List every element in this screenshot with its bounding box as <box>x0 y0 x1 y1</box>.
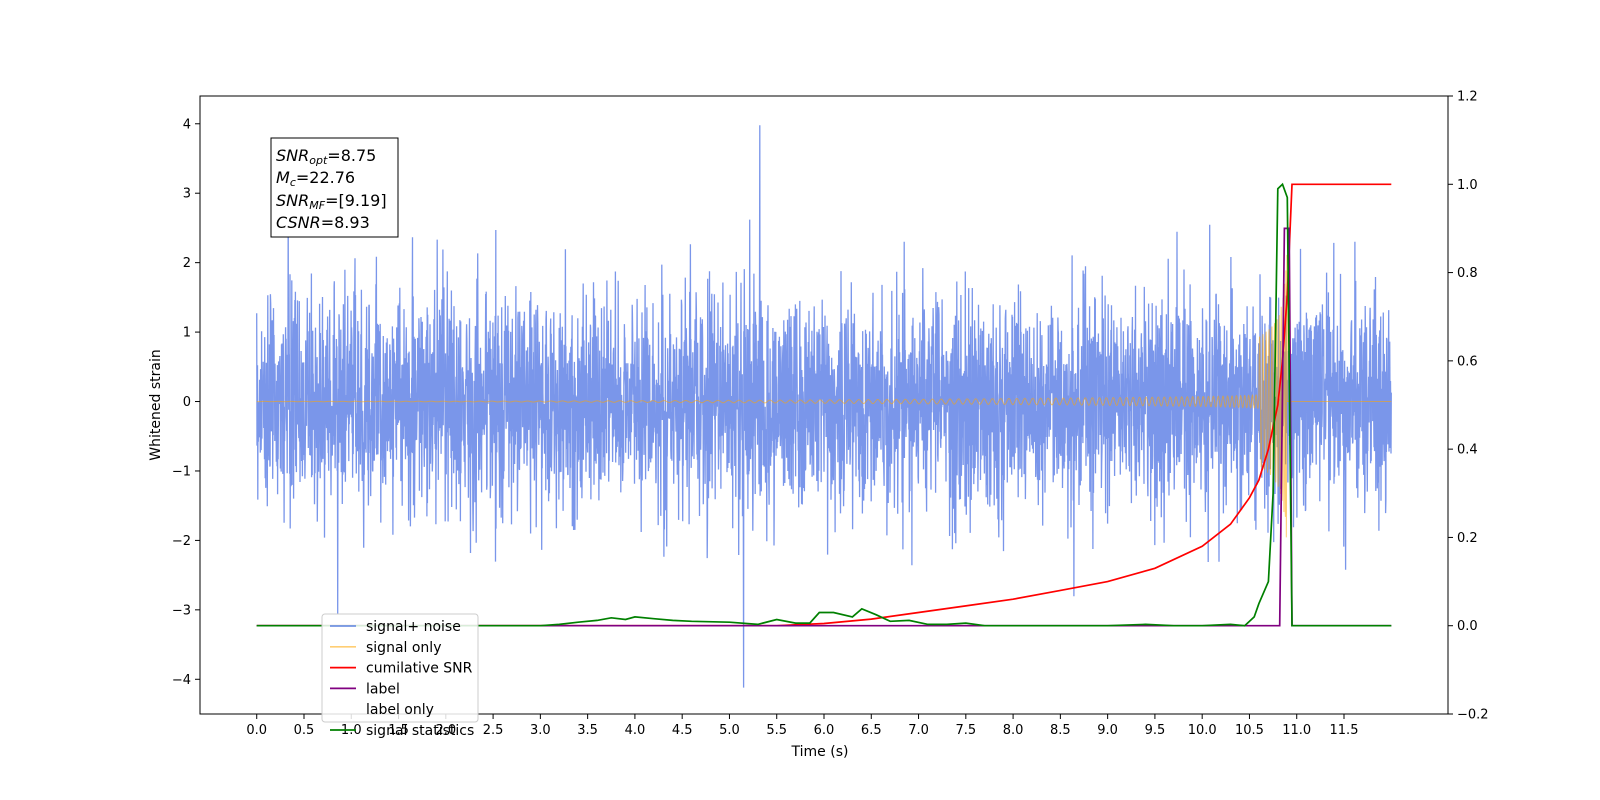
x-tick-label: 0.5 <box>294 723 315 738</box>
y-tick-label: 3 <box>183 187 191 202</box>
y-tick-label: 1 <box>183 326 191 341</box>
x-tick-label: 4.0 <box>625 723 646 738</box>
right-axis-series-layer <box>256 182 1392 627</box>
x-tick-label: 9.0 <box>1097 723 1118 738</box>
y-tick-label: 2 <box>183 256 191 271</box>
signal-noise-line <box>256 125 1392 688</box>
x-tick-label: 10.0 <box>1188 723 1217 738</box>
x-tick-label: 6.0 <box>814 723 835 738</box>
x-tick-label: 0.0 <box>246 723 267 738</box>
x-tick-label: 1.5 <box>388 723 409 738</box>
signal-only-layer <box>256 254 1392 538</box>
info-box: SNRopt=8.75 Mc=22.76 SNRMF=[9.19] CSNR=8… <box>270 137 399 238</box>
x-tick-label: 5.5 <box>766 723 787 738</box>
legend-label: signal statistics <box>366 723 474 739</box>
right-y-tick-label: −0.2 <box>1457 708 1489 723</box>
y-tick-label: −3 <box>172 603 191 618</box>
x-tick-label: 3.0 <box>530 723 551 738</box>
x-axis-label: Time (s) <box>791 744 849 760</box>
mc-text: Mc=22.76 <box>276 168 355 189</box>
x-tick-label: 6.5 <box>861 723 882 738</box>
right-y-tick-label: 1.2 <box>1457 90 1478 105</box>
x-tick-label: 11.0 <box>1282 723 1311 738</box>
right-y-tick-label: 0.0 <box>1457 619 1478 634</box>
x-tick-label: 7.5 <box>955 723 976 738</box>
right-y-tick-label: 0.2 <box>1457 531 1478 546</box>
x-tick-label: 8.5 <box>1050 723 1071 738</box>
right-y-axis-ticks: −0.2 0.0 0.2 0.4 0.6 0.8 1.0 1.2 <box>1448 90 1489 723</box>
x-tick-label: 2.5 <box>483 723 504 738</box>
right-y-tick-label: 1.0 <box>1457 178 1478 193</box>
cumilative-snr-line <box>256 183 1392 627</box>
y-axis-ticks: −4 −3 −2 −1 0 1 2 3 4 <box>172 117 200 688</box>
snr-opt-text: SNRopt=8.75 <box>276 146 376 167</box>
legend-label: signal only <box>366 640 441 656</box>
legend-label: signal+ noise <box>366 619 461 635</box>
x-tick-label: 5.0 <box>719 723 740 738</box>
x-tick-label: 3.5 <box>577 723 598 738</box>
right-y-tick-label: 0.8 <box>1457 266 1478 281</box>
x-tick-label: 8.0 <box>1003 723 1024 738</box>
legend-label: label <box>366 681 400 697</box>
right-y-tick-label: 0.6 <box>1457 354 1478 369</box>
legend-label: label only <box>366 702 434 718</box>
x-tick-label: 4.5 <box>672 723 693 738</box>
legend: signal+ noise signal only cumilative SNR la… <box>321 613 479 739</box>
csnr-text: CSNR=8.93 <box>276 213 370 232</box>
y-tick-label: −4 <box>172 673 191 688</box>
snr-mf-text: SNRMF=[9.19] <box>276 191 387 212</box>
x-tick-label: 11.5 <box>1330 723 1359 738</box>
x-axis-ticks: 0.0 0.5 1.0 1.5 2.0 2.5 3.0 3.5 4.0 4.5 5.0 5.5 6.0 6… <box>246 714 1358 738</box>
right-y-tick-label: 0.4 <box>1457 443 1478 458</box>
legend-label: cumilative SNR <box>366 661 473 677</box>
signal-only-line <box>256 254 1392 538</box>
x-tick-label: 9.5 <box>1145 723 1166 738</box>
x-tick-label: 7.0 <box>908 723 929 738</box>
y-axis-label: Whitened strain <box>148 349 164 460</box>
y-tick-label: 0 <box>183 395 191 410</box>
x-tick-label: 10.5 <box>1235 723 1264 738</box>
y-tick-label: −1 <box>172 464 191 479</box>
x-tick-label: 2.0 <box>435 723 456 738</box>
signal-statistics-line <box>256 182 1392 627</box>
y-tick-label: −2 <box>172 534 191 549</box>
y-tick-label: 4 <box>183 117 191 132</box>
signal-noise-layer <box>256 125 1392 688</box>
